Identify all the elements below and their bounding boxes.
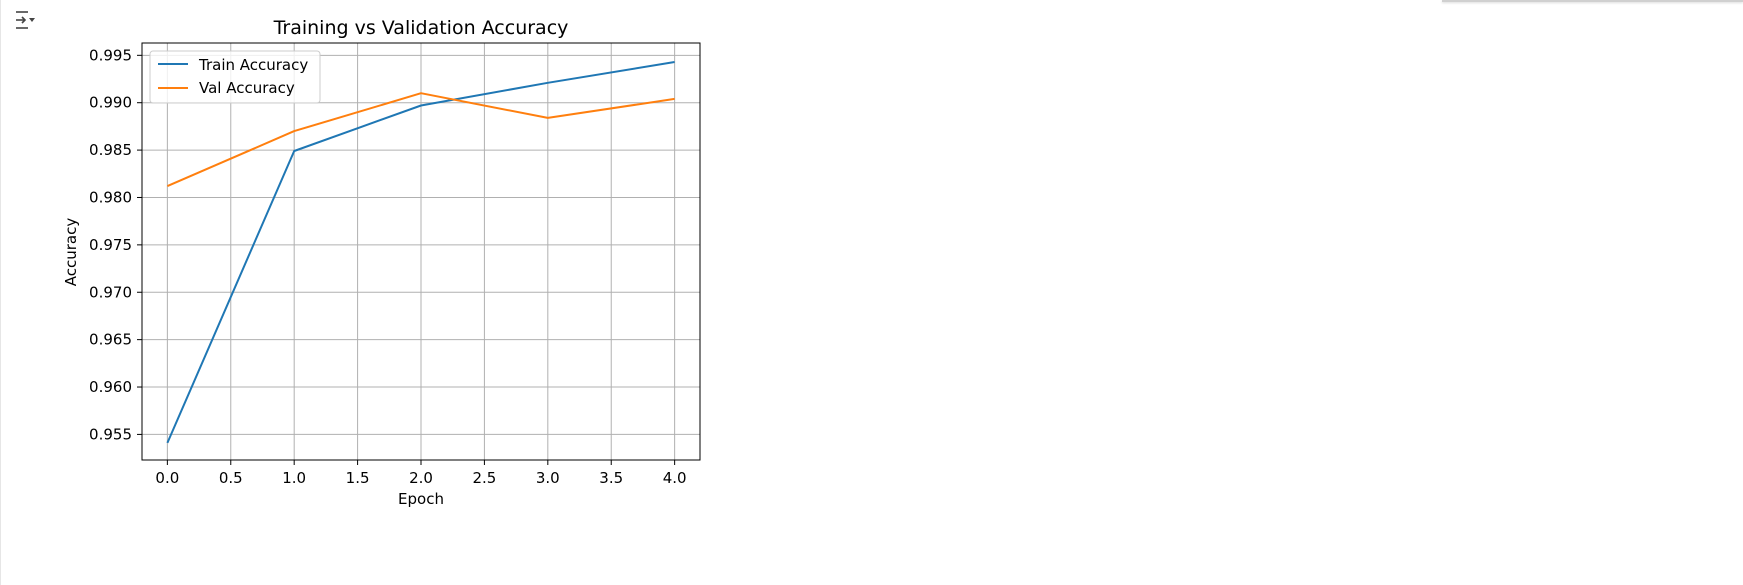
y-axis-label: Accuracy bbox=[62, 218, 80, 287]
y-tick-label: 0.965 bbox=[89, 331, 132, 349]
legend-box bbox=[149, 50, 321, 104]
output-collapse-icon[interactable] bbox=[14, 9, 38, 31]
y-tick-label: 0.960 bbox=[89, 378, 132, 396]
legend-label-train: Train Accuracy bbox=[198, 56, 308, 74]
x-tick-label: 1.0 bbox=[282, 469, 306, 487]
y-tick-label: 0.980 bbox=[89, 188, 132, 206]
accuracy-chart: Training vs Validation Accuracy 0.9550.9… bbox=[62, 17, 701, 508]
y-tick-label: 0.990 bbox=[89, 94, 132, 112]
x-axis-label: Epoch bbox=[398, 490, 444, 508]
y-tick-label: 0.985 bbox=[89, 141, 132, 159]
x-tick-label: 2.5 bbox=[472, 469, 496, 487]
x-tick-label: 2.0 bbox=[409, 469, 433, 487]
x-tick-label: 1.5 bbox=[346, 469, 370, 487]
series-line-train bbox=[166, 61, 675, 444]
x-tick-label: 3.0 bbox=[536, 469, 560, 487]
y-ticks: 0.955 0.960 0.965 0.970 0.975 0.980 0.985 0.990… bbox=[89, 46, 142, 443]
x-tick-label: 0.0 bbox=[155, 469, 179, 487]
y-tick-label: 0.995 bbox=[89, 46, 132, 64]
scroll-shadow-edge bbox=[1442, 0, 1743, 2]
x-tick-label: 4.0 bbox=[663, 469, 687, 487]
chart-title: Training vs Validation Accuracy bbox=[273, 17, 569, 39]
x-tick-label: 3.5 bbox=[599, 469, 623, 487]
y-tick-label: 0.955 bbox=[89, 425, 132, 443]
chart-container: Training vs Validation Accuracy 0.955 0.9… bbox=[0, 0, 800, 585]
cell-gutter-border bbox=[0, 0, 1, 585]
x-tick-label: 0.5 bbox=[219, 469, 243, 487]
series-lines bbox=[166, 61, 675, 444]
x-ticks: 0.0 0.5 1.0 1.5 2.0 2.5 3.0 3.5 4.0 bbox=[155, 460, 687, 487]
y-tick-label: 0.975 bbox=[89, 236, 132, 254]
legend-label-val: Val Accuracy bbox=[199, 79, 295, 97]
y-tick-label: 0.970 bbox=[89, 283, 132, 301]
series-line-val bbox=[167, 92, 675, 188]
legend: Train Accuracy Val Accuracy bbox=[149, 50, 321, 104]
